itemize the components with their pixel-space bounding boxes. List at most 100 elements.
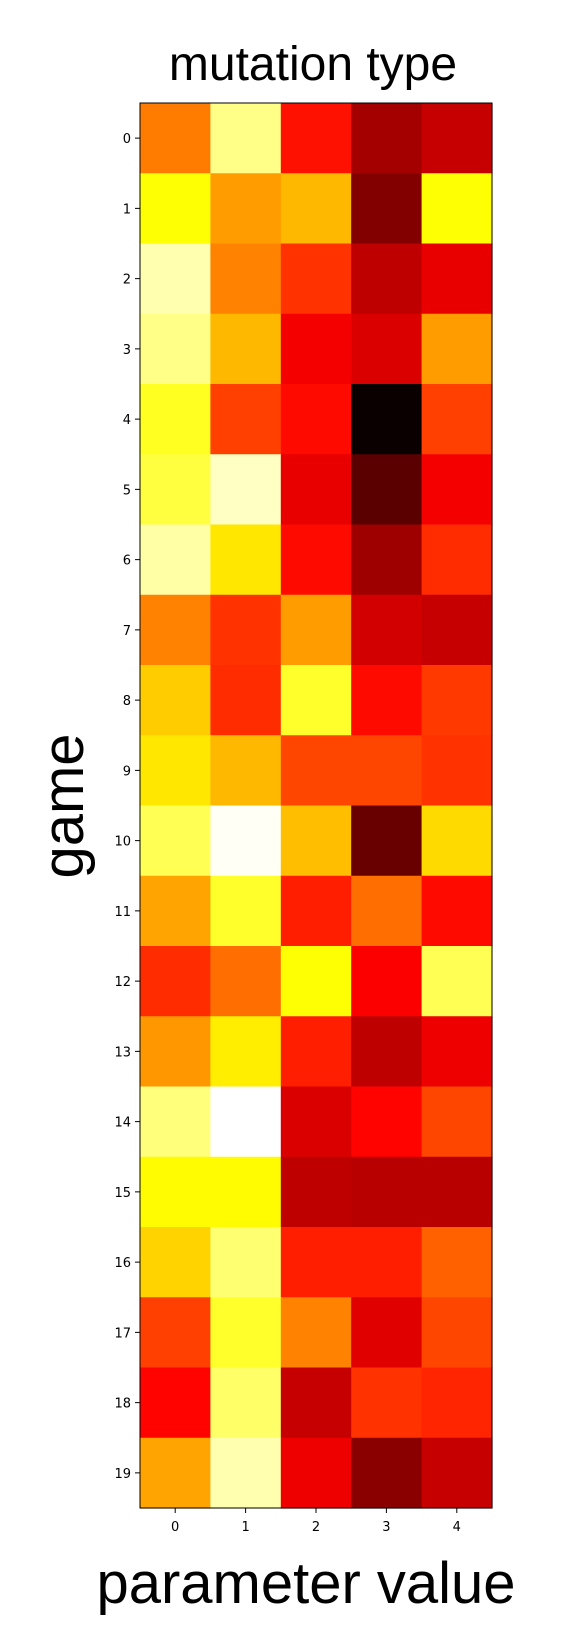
heatmap-cell-19-3 [351,1437,423,1509]
heatmap-cell-2-2 [280,243,352,315]
heatmap-cell-5-3 [351,454,423,526]
heatmap-cell-3-4 [421,313,493,385]
heatmap-cell-11-2 [280,875,352,947]
y-tick-label: 2 [123,273,131,288]
y-tick-label: 13 [114,1045,131,1060]
heatmap-cell-12-0 [140,946,211,1017]
heatmap-cell-2-3 [351,243,423,315]
heatmap-cell-0-3 [351,103,423,174]
y-tick-label: 19 [114,1467,131,1482]
heatmap-cell-13-1 [210,1016,282,1088]
heatmap-cell-13-2 [280,1016,352,1088]
heatmap-cell-3-0 [140,313,211,385]
heatmap-cell-18-0 [140,1367,211,1439]
y-tick-label: 16 [114,1256,131,1271]
heatmap-cell-5-1 [210,454,282,526]
heatmap-cell-17-2 [280,1297,352,1369]
heatmap-cell-8-2 [280,665,352,736]
heatmap-cell-18-4 [421,1367,493,1439]
heatmap-cell-9-4 [421,735,493,807]
heatmap-cell-14-4 [421,1086,493,1158]
heatmap-cell-14-0 [140,1086,211,1158]
heatmap-cell-1-4 [421,173,493,245]
x-tick-label: 4 [453,1520,461,1535]
heatmap-cell-11-1 [210,875,282,947]
chart-title: mutation type [169,38,457,91]
heatmap-cell-14-2 [280,1086,352,1158]
heatmap-cell-1-0 [140,173,211,245]
heatmap-cell-10-4 [421,805,493,877]
y-tick-label: 5 [123,483,131,498]
heatmap-cell-11-0 [140,875,211,947]
heatmap-cell-8-0 [140,665,211,736]
heatmap-cell-0-0 [140,103,211,174]
heatmap-cell-13-4 [421,1016,493,1088]
heatmap-cell-11-3 [351,875,423,947]
x-axis-label: parameter value [96,1551,515,1616]
y-tick-label: 17 [114,1326,131,1341]
x-axis-ticks: 0 1 2 3 4 [171,1508,461,1535]
heatmap-cell-3-3 [351,313,423,385]
heatmap-cell-6-4 [421,524,493,596]
heatmap-cell-14-3 [351,1086,423,1158]
heatmap-cell-4-3 [351,384,423,455]
heatmap-cell-7-3 [351,594,423,666]
heatmap-cell-18-2 [280,1367,352,1439]
y-tick-label: 1 [123,202,131,217]
heatmap-cell-9-1 [210,735,282,807]
heatmap-cell-0-1 [210,103,282,174]
heatmap-cell-16-0 [140,1227,211,1298]
heatmap-cell-0-4 [421,103,493,174]
heatmap-cell-11-4 [421,875,493,947]
heatmap-cell-1-1 [210,173,282,245]
heatmap-cell-6-1 [210,524,282,596]
heatmap-cell-12-3 [351,946,423,1017]
heatmap-cell-16-3 [351,1227,423,1298]
heatmap-cell-7-0 [140,594,211,666]
y-tick-label: 11 [114,905,131,920]
heatmap-cell-17-4 [421,1297,493,1369]
y-tick-label: 12 [114,975,131,990]
y-tick-label: 14 [114,1116,131,1131]
heatmap-cell-15-3 [351,1156,423,1228]
heatmap-cell-10-1 [210,805,282,877]
y-tick-label: 18 [114,1397,131,1412]
heatmap-cell-15-4 [421,1156,493,1228]
heatmap-cell-6-2 [280,524,352,596]
heatmap-cell-2-4 [421,243,493,315]
heatmap-cell-2-0 [140,243,211,315]
y-axis-label: game [31,733,96,878]
heatmap-cell-6-3 [351,524,423,596]
heatmap-cell-2-1 [210,243,282,315]
x-tick-label: 0 [171,1520,179,1535]
heatmap-cell-7-4 [421,594,493,666]
heatmap-cell-9-0 [140,735,211,807]
heatmap-cell-14-1 [210,1086,282,1158]
heatmap-cell-17-3 [351,1297,423,1369]
heatmap-cell-17-1 [210,1297,282,1369]
heatmap-cell-16-4 [421,1227,493,1298]
y-tick-label: 3 [123,343,131,358]
heatmap-cells [140,103,493,1509]
heatmap-cell-5-0 [140,454,211,526]
heatmap-cell-4-2 [280,384,352,455]
heatmap-cell-18-1 [210,1367,282,1439]
heatmap-cell-19-1 [210,1437,282,1509]
heatmap-cell-12-4 [421,946,493,1017]
heatmap-cell-1-2 [280,173,352,245]
y-tick-label: 9 [123,764,131,779]
y-tick-label: 4 [123,413,131,428]
heatmap-cell-5-2 [280,454,352,526]
y-tick-label: 7 [123,624,131,639]
y-tick-label: 8 [123,694,131,709]
y-tick-label: 6 [123,554,131,569]
heatmap-cell-15-1 [210,1156,282,1228]
heatmap-cell-4-1 [210,384,282,455]
heatmap-cell-10-3 [351,805,423,877]
heatmap-cell-9-3 [351,735,423,807]
heatmap-cell-15-0 [140,1156,211,1228]
x-tick-label: 1 [241,1520,249,1535]
heatmap-cell-7-2 [280,594,352,666]
heatmap-cell-12-2 [280,946,352,1017]
